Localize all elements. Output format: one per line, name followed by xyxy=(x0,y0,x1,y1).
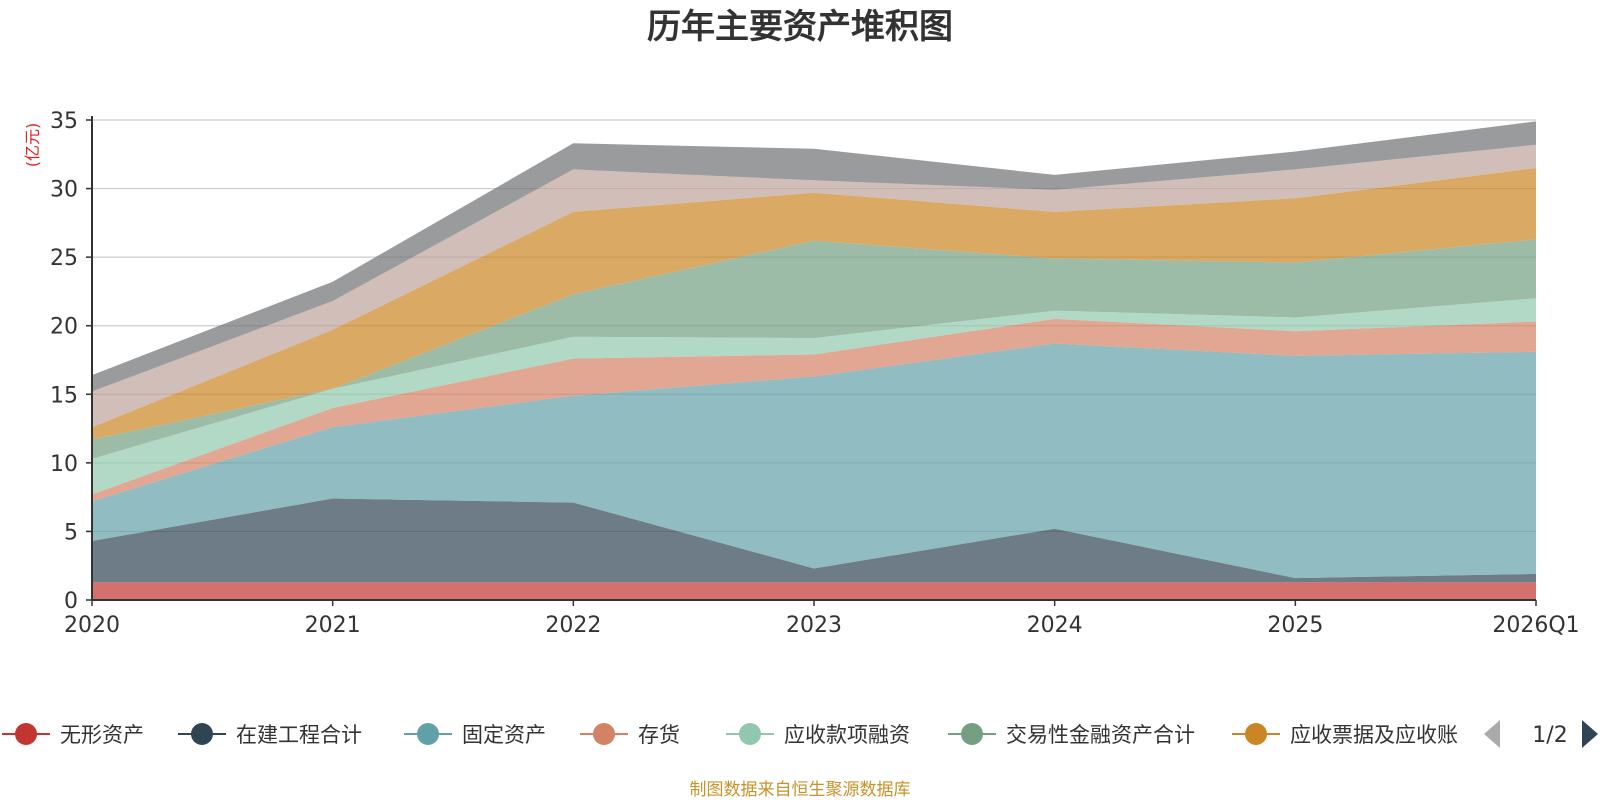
legend-item[interactable]: 应收票据及应收账 xyxy=(1232,723,1458,747)
legend-label: 应收款项融资 xyxy=(784,723,910,747)
x-tick-label: 2020 xyxy=(64,613,120,638)
legend-label: 无形资产 xyxy=(60,723,144,747)
legend-marker xyxy=(961,723,983,745)
area-series xyxy=(92,144,1536,428)
y-axis-unit: (亿元) xyxy=(23,123,42,168)
legend-prev-icon[interactable] xyxy=(1484,720,1500,748)
legend-item[interactable]: 固定资产 xyxy=(404,723,546,747)
x-tick-label: 2021 xyxy=(305,613,361,638)
y-tick-label: 15 xyxy=(50,383,78,408)
area-series xyxy=(92,498,1536,583)
area-series xyxy=(92,168,1536,440)
y-tick-label: 35 xyxy=(50,109,78,134)
legend-item[interactable]: 在建工程合计 xyxy=(178,723,362,747)
legend-label: 应收票据及应收账 xyxy=(1290,723,1458,747)
legend-label: 在建工程合计 xyxy=(236,723,362,747)
area-series xyxy=(92,318,1536,502)
chart-title: 历年主要资产堆积图 xyxy=(647,7,953,47)
y-tick-label: 5 xyxy=(64,520,78,545)
y-tick-label: 20 xyxy=(50,315,78,340)
legend: 无形资产 在建工程合计 固定资产 存货 应收款项融资 交易性金融资产合计 应收票据及应收账 1… xyxy=(2,720,1598,748)
legend-item[interactable]: 无形资产 xyxy=(2,723,144,747)
area-series xyxy=(92,298,1536,495)
legend-item[interactable]: 存货 xyxy=(580,723,680,747)
y-tick-label: 30 xyxy=(50,178,78,203)
x-tick-label: 2024 xyxy=(1027,613,1083,638)
area-series xyxy=(92,121,1536,392)
legend-label: 存货 xyxy=(638,723,680,747)
x-tick-label: 2025 xyxy=(1267,613,1323,638)
legend-marker xyxy=(15,723,37,745)
legend-item[interactable]: 交易性金融资产合计 xyxy=(948,723,1195,747)
x-tick-label: 2022 xyxy=(545,613,601,638)
y-tick-label: 10 xyxy=(50,452,78,477)
x-tick-label: 2026Q1 xyxy=(1492,613,1579,638)
legend-marker xyxy=(417,723,439,745)
area-series xyxy=(92,343,1536,579)
legend-page-indicator: 1/2 xyxy=(1532,723,1567,748)
x-tick-label: 2023 xyxy=(786,613,842,638)
legend-label: 固定资产 xyxy=(462,723,546,747)
source-note: 制图数据来自恒生聚源数据库 xyxy=(690,780,911,800)
legend-marker xyxy=(1245,723,1267,745)
legend-marker xyxy=(739,723,761,745)
legend-marker xyxy=(191,723,213,745)
y-tick-label: 0 xyxy=(64,589,78,614)
legend-next-icon[interactable] xyxy=(1582,720,1598,748)
area-series xyxy=(92,121,1536,600)
legend-marker xyxy=(593,723,615,745)
legend-label: 交易性金融资产合计 xyxy=(1006,723,1195,747)
area-series xyxy=(92,239,1536,459)
area-series xyxy=(92,582,1536,600)
y-tick-label: 25 xyxy=(50,246,78,271)
legend-item[interactable]: 应收款项融资 xyxy=(726,723,910,747)
